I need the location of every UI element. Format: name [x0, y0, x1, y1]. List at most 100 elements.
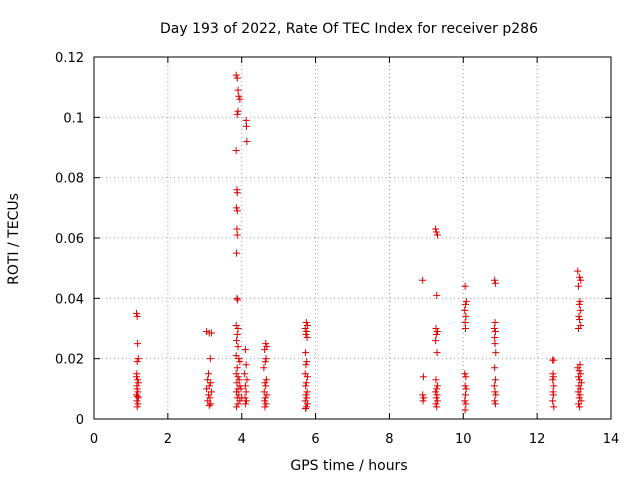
data-point [303, 373, 311, 381]
data-point [302, 403, 310, 411]
x-tick-label: 6 [311, 432, 319, 447]
data-point [261, 403, 269, 411]
data-point [576, 297, 584, 305]
data-point [419, 373, 427, 381]
data-point [134, 376, 142, 384]
data-point [302, 361, 310, 369]
y-tick-label: 0.06 [55, 232, 84, 247]
data-point [234, 296, 242, 304]
x-axis-title: GPS time / hours [290, 458, 407, 474]
data-point [204, 370, 212, 378]
data-point [576, 403, 584, 411]
data-point [550, 403, 558, 411]
data-point [419, 276, 427, 284]
data-point [233, 249, 241, 257]
y-axis-title: ROTI / TECUs [6, 193, 22, 285]
data-point [462, 300, 470, 308]
data-point [133, 385, 141, 393]
data-point [432, 331, 440, 339]
y-tick-label: 0.04 [55, 292, 84, 307]
data-point [302, 379, 310, 387]
data-point [576, 306, 584, 314]
data-point [549, 373, 557, 381]
x-tick-label: 14 [603, 432, 620, 447]
data-point [133, 358, 141, 366]
data-points [132, 71, 585, 414]
data-point [550, 382, 558, 390]
data-point [234, 400, 242, 408]
data-point [432, 337, 440, 345]
data-point [433, 349, 441, 357]
data-point [550, 356, 558, 364]
data-point [491, 400, 499, 408]
data-point [233, 364, 241, 372]
data-point [433, 391, 441, 399]
data-point [207, 329, 215, 337]
data-point [241, 346, 249, 354]
data-point [132, 373, 140, 381]
x-tick-label: 0 [90, 432, 98, 447]
data-point [134, 355, 142, 363]
data-point [243, 137, 251, 145]
data-point [432, 225, 440, 233]
data-point [433, 382, 441, 390]
data-point [575, 373, 583, 381]
data-point [233, 110, 241, 118]
data-point [574, 267, 582, 275]
data-point [233, 337, 241, 345]
data-point [433, 231, 441, 239]
data-point [433, 291, 441, 299]
data-point [132, 391, 140, 399]
data-point [232, 147, 240, 155]
data-point [132, 309, 140, 317]
data-point [234, 343, 242, 351]
data-point [134, 400, 142, 408]
data-point [461, 382, 469, 390]
data-point [461, 397, 469, 405]
data-point [461, 370, 469, 378]
data-point [577, 276, 585, 284]
data-point [491, 340, 499, 348]
data-point [203, 385, 211, 393]
data-point [206, 355, 214, 363]
data-point [207, 400, 215, 408]
data-point [549, 397, 557, 405]
data-point [233, 294, 241, 302]
data-point [262, 400, 270, 408]
data-point [235, 391, 243, 399]
data-point [262, 376, 270, 384]
data-point [432, 394, 440, 402]
data-point [232, 370, 240, 378]
data-point [233, 74, 241, 82]
data-point [242, 388, 250, 396]
data-point [237, 385, 245, 393]
data-point [232, 71, 240, 79]
data-point [302, 391, 310, 399]
data-point [462, 325, 470, 332]
data-point [233, 379, 241, 387]
data-point [303, 394, 311, 402]
data-point [433, 403, 441, 411]
data-point [134, 394, 142, 402]
data-point [205, 401, 213, 409]
data-point [133, 312, 141, 320]
data-point [574, 364, 582, 372]
data-point [490, 325, 498, 332]
data-point [549, 376, 557, 384]
y-tick-label: 0.1 [63, 111, 84, 126]
data-point [207, 388, 215, 396]
data-point [242, 361, 250, 369]
data-point [302, 349, 310, 357]
data-point [236, 358, 244, 366]
x-tick-label: 2 [164, 432, 172, 447]
plot-frame [93, 56, 612, 420]
data-point [303, 358, 311, 366]
data-point [575, 325, 583, 332]
data-point [241, 400, 249, 408]
chart-title: Day 193 of 2022, Rate Of TEC Index for r… [160, 21, 538, 37]
data-point [242, 116, 250, 124]
data-point [461, 306, 469, 314]
data-point [462, 385, 470, 393]
data-point [234, 325, 242, 332]
data-point [262, 340, 270, 348]
